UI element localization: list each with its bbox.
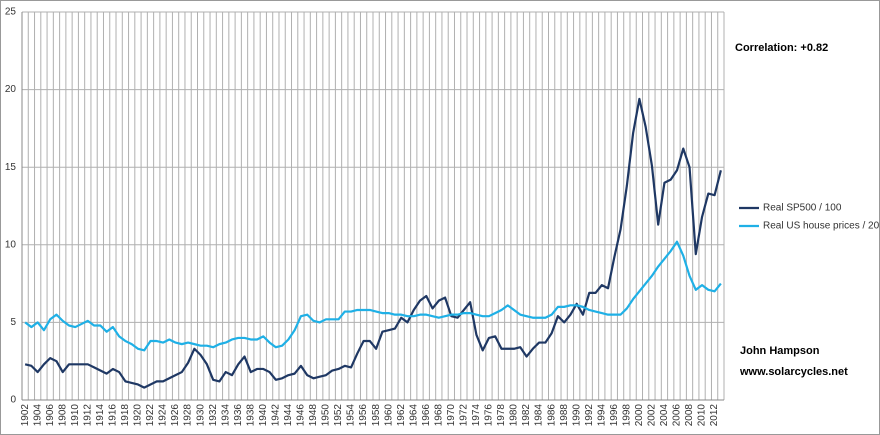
y-tick-label: 15 <box>5 162 17 173</box>
x-tick-label: 1936 <box>233 404 244 427</box>
x-tick-label: 2004 <box>659 404 670 427</box>
x-tick-label: 1968 <box>433 404 444 427</box>
x-tick-label: 1976 <box>484 404 495 427</box>
x-tick-label: 1922 <box>145 404 156 427</box>
x-tick-label: 1902 <box>20 404 31 427</box>
y-tick-label: 20 <box>5 84 17 95</box>
x-tick-label: 2008 <box>684 404 695 427</box>
x-tick-label: 1952 <box>333 404 344 427</box>
x-tick-label: 1906 <box>45 404 56 427</box>
x-tick-label: 1990 <box>571 404 582 427</box>
x-tick-label: 1982 <box>521 404 532 427</box>
x-tick-label: 1910 <box>70 404 81 427</box>
y-tick-label: 25 <box>5 7 17 18</box>
x-tick-label: 1974 <box>471 404 482 427</box>
y-tick-label: 5 <box>10 317 16 328</box>
series-line <box>24 240 722 352</box>
x-tick-label: 1978 <box>496 404 507 427</box>
x-tick-label: 2006 <box>672 404 683 427</box>
x-tick-label: 1946 <box>296 404 307 427</box>
x-tick-label: 1996 <box>609 404 620 427</box>
annotation: www.solarcycles.net <box>739 366 848 378</box>
y-tick-label: 10 <box>5 239 17 250</box>
x-tick-label: 1930 <box>195 404 206 427</box>
x-tick-label: 1920 <box>133 404 144 427</box>
x-tick-label: 1934 <box>220 404 231 427</box>
x-tick-label: 2000 <box>634 404 645 427</box>
x-tick-label: 1908 <box>57 404 68 427</box>
x-tick-label: 1960 <box>383 404 394 427</box>
x-tick-label: 1928 <box>183 404 194 427</box>
x-tick-label: 2012 <box>709 404 720 427</box>
annotation: John Hampson <box>740 345 820 357</box>
x-tick-label: 1924 <box>158 404 169 427</box>
x-tick-label: 1992 <box>584 404 595 427</box>
x-tick-label: 1942 <box>270 404 281 427</box>
x-tick-label: 1986 <box>546 404 557 427</box>
x-tick-label: 1914 <box>95 404 106 427</box>
x-tick-label: 1912 <box>82 404 93 427</box>
x-tick-label: 1944 <box>283 404 294 427</box>
x-tick-label: 1926 <box>170 404 181 427</box>
x-tick-label: 1984 <box>534 404 545 427</box>
x-tick-label: 1938 <box>245 404 256 427</box>
x-tick-label: 1940 <box>258 404 269 427</box>
x-tick-label: 1958 <box>371 404 382 427</box>
x-tick-label: 1980 <box>509 404 520 427</box>
x-tick-label: 1994 <box>596 404 607 427</box>
x-tick-label: 1916 <box>108 404 119 427</box>
x-tick-label: 1966 <box>421 404 432 427</box>
x-tick-label: 1956 <box>358 404 369 427</box>
x-tick-label: 1904 <box>32 404 43 427</box>
legend-label: Real SP500 / 100 <box>763 203 842 214</box>
y-tick-label: 0 <box>10 395 16 406</box>
x-tick-label: 1932 <box>208 404 219 427</box>
x-tick-label: 1948 <box>308 404 319 427</box>
x-tick-label: 1988 <box>559 404 570 427</box>
x-tick-label: 1970 <box>446 404 457 427</box>
x-tick-label: 1998 <box>621 404 632 427</box>
legend-label: Real US house prices / 20 <box>763 221 880 232</box>
x-tick-label: 1962 <box>396 404 407 427</box>
x-tick-label: 1954 <box>346 404 357 427</box>
x-tick-label: 1918 <box>120 404 131 427</box>
x-tick-label: 2002 <box>647 404 658 427</box>
series-line <box>24 97 722 389</box>
annotation: Correlation: +0.82 <box>735 42 828 54</box>
x-tick-label: 1950 <box>321 404 332 427</box>
x-tick-label: 1972 <box>459 404 470 427</box>
x-tick-label: 1964 <box>408 404 419 427</box>
x-tick-label: 2010 <box>697 404 708 427</box>
